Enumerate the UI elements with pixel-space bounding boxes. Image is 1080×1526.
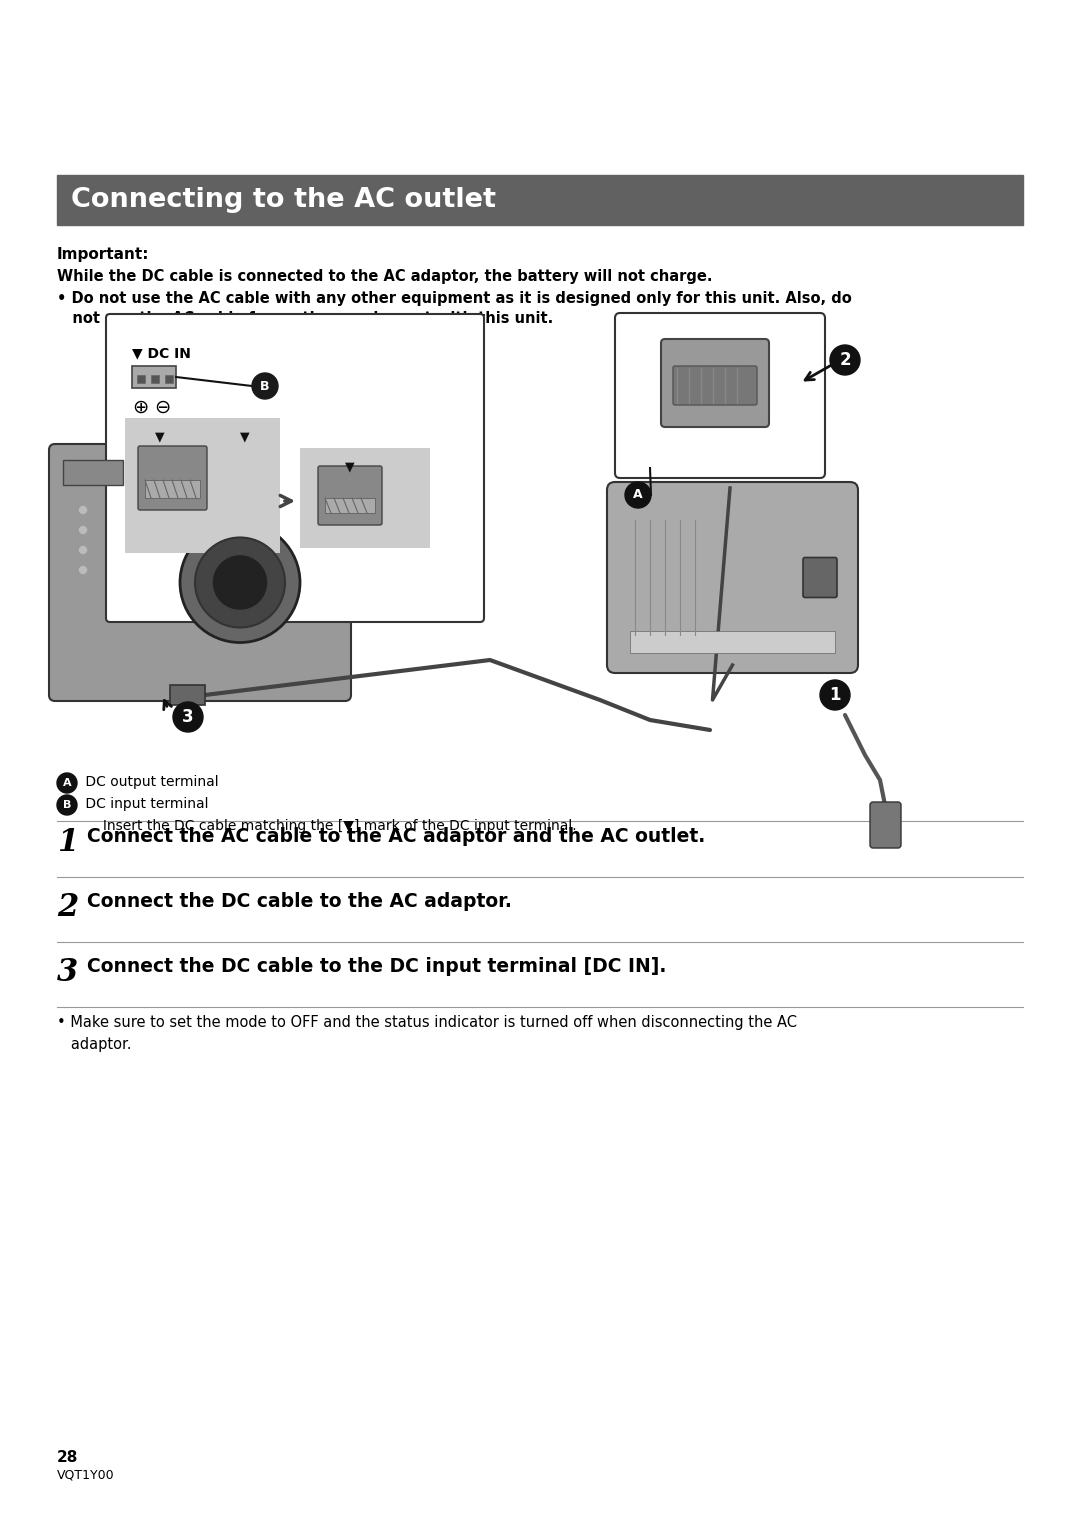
Text: VQT1Y00: VQT1Y00 (57, 1468, 114, 1482)
Text: Connect the AC cable to the AC adaptor and the AC outlet.: Connect the AC cable to the AC adaptor a… (87, 827, 705, 845)
FancyBboxPatch shape (661, 339, 769, 427)
Circle shape (820, 681, 850, 710)
Bar (125, 418, 280, 552)
Circle shape (80, 507, 86, 514)
Text: Insert the DC cable matching the [▼] mark of the DC input terminal.: Insert the DC cable matching the [▼] mar… (81, 819, 577, 833)
Text: 2: 2 (839, 351, 851, 369)
FancyBboxPatch shape (106, 314, 484, 623)
FancyBboxPatch shape (49, 444, 351, 700)
FancyBboxPatch shape (318, 465, 382, 525)
FancyBboxPatch shape (804, 557, 837, 598)
Text: ▼: ▼ (156, 430, 165, 443)
Bar (63, 459, 123, 485)
Text: 2: 2 (57, 893, 78, 923)
Text: B: B (260, 380, 270, 392)
Bar (57, 175, 1023, 224)
FancyBboxPatch shape (132, 366, 176, 388)
Text: ▼: ▼ (346, 459, 355, 473)
FancyBboxPatch shape (607, 482, 858, 673)
Circle shape (80, 546, 86, 554)
Bar (137, 375, 145, 383)
Bar (325, 497, 375, 513)
Text: Important:: Important: (57, 247, 149, 262)
Text: ▼: ▼ (240, 430, 249, 443)
Circle shape (252, 372, 278, 398)
Text: 1: 1 (57, 827, 78, 858)
Circle shape (57, 774, 77, 794)
Text: A: A (63, 778, 71, 787)
FancyBboxPatch shape (138, 446, 207, 510)
Circle shape (80, 526, 86, 534)
Circle shape (173, 702, 203, 732)
Circle shape (831, 345, 860, 375)
Text: 3: 3 (183, 708, 193, 726)
Bar (145, 481, 200, 497)
Text: DC output terminal: DC output terminal (81, 775, 218, 789)
Bar (165, 375, 173, 383)
Text: B: B (63, 800, 71, 810)
Text: ▼ DC IN: ▼ DC IN (132, 346, 191, 360)
Text: • Make sure to set the mode to OFF and the status indicator is turned off when d: • Make sure to set the mode to OFF and t… (57, 1015, 797, 1030)
Text: adaptor.: adaptor. (57, 1038, 132, 1051)
Text: 1: 1 (829, 687, 840, 703)
Text: 28: 28 (57, 1450, 79, 1465)
Text: Connect the DC cable to the AC adaptor.: Connect the DC cable to the AC adaptor. (87, 893, 512, 911)
Text: not use the AC cable from other equipment with this unit.: not use the AC cable from other equipmen… (57, 311, 553, 327)
FancyBboxPatch shape (615, 313, 825, 478)
Bar (170, 685, 205, 705)
Circle shape (57, 795, 77, 815)
Circle shape (195, 537, 285, 627)
Circle shape (212, 554, 268, 610)
Bar (151, 375, 159, 383)
Text: Connecting to the AC outlet: Connecting to the AC outlet (71, 188, 496, 214)
Circle shape (80, 566, 86, 574)
Text: DC input terminal: DC input terminal (81, 797, 208, 810)
Text: ⊕: ⊕ (132, 398, 148, 417)
Circle shape (180, 522, 300, 642)
Bar (300, 449, 430, 548)
Text: 3: 3 (57, 957, 78, 987)
Bar (630, 630, 835, 653)
Text: While the DC cable is connected to the AC adaptor, the battery will not charge.: While the DC cable is connected to the A… (57, 269, 713, 284)
FancyBboxPatch shape (673, 366, 757, 404)
Text: • Do not use the AC cable with any other equipment as it is designed only for th: • Do not use the AC cable with any other… (57, 291, 852, 307)
FancyBboxPatch shape (870, 803, 901, 848)
Text: A: A (633, 488, 643, 502)
Circle shape (625, 482, 651, 508)
Text: ⊖: ⊖ (154, 398, 171, 417)
Text: Connect the DC cable to the DC input terminal [DC IN].: Connect the DC cable to the DC input ter… (87, 957, 666, 977)
